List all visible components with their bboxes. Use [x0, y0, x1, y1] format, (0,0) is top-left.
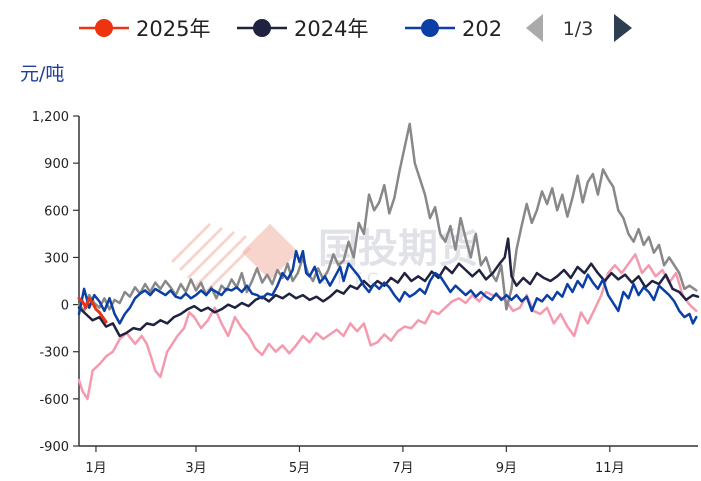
pager-label: 1/3 [563, 18, 594, 40]
legend-entry[interactable]: 2024年 [237, 17, 368, 41]
series-line-2024年 [77, 237, 700, 338]
legend-label: 202 [462, 17, 502, 41]
watermark-logo: 国投期货 CFTC [170, 222, 478, 296]
pager-prev-arrow-icon[interactable] [526, 14, 543, 42]
x-tick-label: 3月 [185, 461, 206, 476]
legend: 2025年 2024年 202 1/3 [79, 14, 632, 42]
legend-swatch-dot [421, 19, 439, 37]
y-tick-label: -300 [39, 346, 69, 361]
y-tick-label: -600 [39, 393, 69, 408]
axes: 1,200 900 600 300 0 -300 -600 -900 1月 3月 5月 7月 9月 11月 [32, 110, 698, 476]
x-tick-label: 5月 [289, 461, 310, 476]
legend-label: 2024年 [294, 17, 368, 41]
legend-label: 2025年 [136, 17, 210, 41]
legend-swatch-dot [95, 19, 113, 37]
x-tick-label: 11月 [595, 461, 625, 476]
x-tick-label: 1月 [85, 461, 106, 476]
x-tick-label: 7月 [392, 461, 413, 476]
y-tick-label: 900 [44, 157, 69, 172]
legend-swatch-dot [253, 19, 271, 37]
watermark-text: 国投期货 [318, 226, 478, 272]
series-line-gray [77, 122, 698, 313]
y-tick-label: 600 [44, 204, 69, 219]
y-axis-unit-label: 元/吨 [20, 63, 64, 85]
pager-next-arrow-icon[interactable] [614, 14, 632, 42]
x-tick-label: 9月 [496, 461, 517, 476]
legend-entry[interactable]: 202 [405, 17, 502, 41]
y-tick-label: -900 [39, 440, 69, 455]
series-line-pink [77, 253, 698, 401]
legend-pager: 1/3 [526, 14, 632, 42]
legend-entry[interactable]: 2025年 [79, 17, 210, 41]
series-line-2025年 [77, 296, 108, 324]
series-layer [77, 122, 700, 401]
y-tick-label: 300 [44, 251, 69, 266]
series-line-202 [77, 249, 698, 325]
y-tick-label: 1,200 [32, 110, 69, 125]
y-tick-label: 0 [61, 299, 69, 314]
